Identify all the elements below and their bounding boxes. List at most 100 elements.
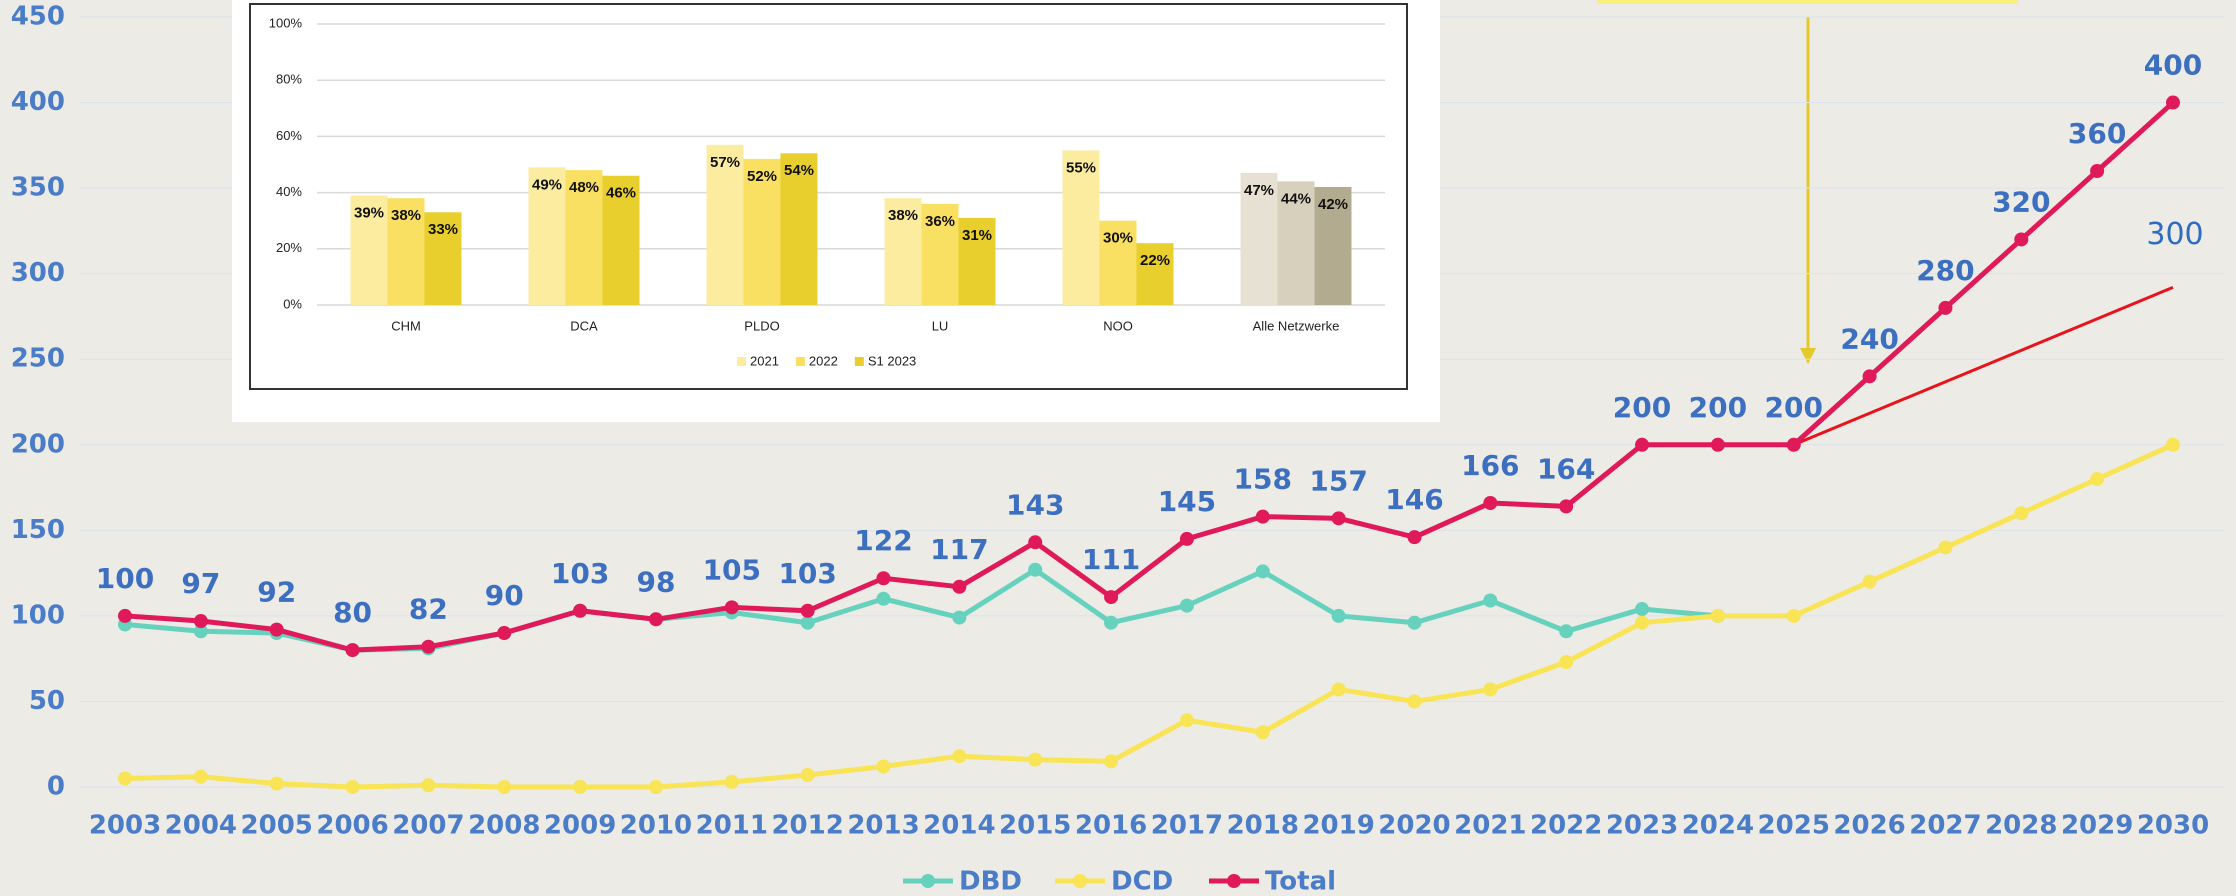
data-point xyxy=(1028,562,1043,577)
legend-swatch xyxy=(795,357,805,366)
y-tick-label: 150 xyxy=(11,515,65,545)
x-tick-label: 2015 xyxy=(999,811,1071,841)
x-tick-label: 2027 xyxy=(1909,811,1981,841)
data-point xyxy=(1483,682,1498,697)
data-point xyxy=(345,643,360,658)
data-point xyxy=(345,780,360,794)
data-label: 103 xyxy=(551,557,609,590)
data-point xyxy=(648,612,663,627)
data-label: 400 xyxy=(2144,49,2202,82)
legend-dot xyxy=(921,874,935,888)
data-point xyxy=(876,571,891,586)
data-point xyxy=(800,603,815,618)
data-label: 42% xyxy=(1318,196,1348,213)
data-label: 146 xyxy=(1385,483,1443,516)
data-point xyxy=(1862,574,1877,589)
data-point xyxy=(1635,437,1650,452)
data-point xyxy=(497,626,512,640)
data-point xyxy=(1255,509,1270,524)
x-tick-label: 2020 xyxy=(1378,811,1450,841)
data-point xyxy=(1104,615,1119,630)
data-label: 200 xyxy=(1613,391,1671,424)
data-point xyxy=(1710,437,1725,452)
y-tick-label: 40% xyxy=(276,184,302,199)
x-tick-label: 2023 xyxy=(1606,811,1678,841)
x-tick-label: 2028 xyxy=(1985,811,2057,841)
x-tick-label: 2013 xyxy=(847,811,919,841)
data-label: 166 xyxy=(1461,449,1519,482)
data-point xyxy=(573,780,588,794)
data-point xyxy=(1104,754,1119,769)
x-tick-label: 2025 xyxy=(1758,811,1830,841)
arrow-head xyxy=(1800,348,1816,364)
legend-label: Total xyxy=(1265,867,1336,896)
x-tick-label: 2018 xyxy=(1227,811,1299,841)
x-tick-label: 2012 xyxy=(771,811,843,841)
y-tick-label: 0% xyxy=(283,296,302,311)
data-point xyxy=(269,776,284,791)
data-point xyxy=(1635,615,1650,630)
data-point xyxy=(1862,369,1877,384)
data-point xyxy=(1331,608,1346,623)
data-point xyxy=(1331,511,1346,526)
data-point xyxy=(1483,593,1498,608)
data-label: 80 xyxy=(333,596,372,629)
x-tick-label: 2026 xyxy=(1833,811,1905,841)
data-label: 280 xyxy=(1916,254,1974,287)
x-tick-label: 2022 xyxy=(1530,811,1602,841)
data-point xyxy=(1104,590,1119,605)
bar xyxy=(602,175,640,305)
data-label: 200 xyxy=(1689,391,1747,424)
data-point xyxy=(573,603,588,618)
x-tick-label: 2019 xyxy=(1302,811,1374,841)
data-label: 200 xyxy=(1765,391,1823,424)
x-tick-label: PLDO xyxy=(744,318,779,333)
y-tick-label: 100 xyxy=(11,600,65,630)
x-tick-label: 2010 xyxy=(620,811,692,841)
data-label: 47% xyxy=(1244,182,1274,199)
trend-label: 300 xyxy=(2146,217,2203,252)
data-point xyxy=(118,608,132,623)
data-point xyxy=(1179,598,1194,613)
bar xyxy=(1099,220,1137,305)
data-point xyxy=(876,759,891,774)
x-tick-label: 2006 xyxy=(316,811,388,841)
data-label: 157 xyxy=(1309,464,1367,497)
data-label: 33% xyxy=(428,221,458,238)
data-label: 98 xyxy=(636,565,675,598)
x-tick-label: 2021 xyxy=(1454,811,1526,841)
data-point xyxy=(421,778,436,793)
series-line xyxy=(124,100,2175,653)
x-tick-label: LU xyxy=(932,318,949,333)
data-point xyxy=(1938,300,1953,315)
x-tick-label: 2003 xyxy=(89,811,161,841)
y-tick-label: 100% xyxy=(269,15,303,30)
x-tick-label: 2016 xyxy=(1075,811,1147,841)
x-tick-label: 2011 xyxy=(696,811,768,841)
data-label: 97 xyxy=(181,567,220,600)
x-tick-label: DCA xyxy=(570,318,598,333)
x-tick-label: 2009 xyxy=(544,811,616,841)
data-label: 44% xyxy=(1281,190,1311,207)
x-tick-label: NOO xyxy=(1103,318,1133,333)
x-tick-label: 2029 xyxy=(2061,811,2133,841)
bar xyxy=(958,217,996,305)
bar xyxy=(1240,172,1278,305)
data-label: 122 xyxy=(854,524,912,557)
bar xyxy=(706,144,744,305)
data-point xyxy=(1786,608,1801,623)
data-point xyxy=(1559,499,1574,514)
bar xyxy=(780,153,818,305)
inset-frame xyxy=(249,3,1408,390)
y-tick-label: 350 xyxy=(11,173,65,203)
y-tick-label: 400 xyxy=(11,87,65,117)
data-label: 48% xyxy=(569,179,599,196)
legend-dot xyxy=(1073,874,1087,888)
data-point xyxy=(193,624,208,639)
data-point xyxy=(269,622,284,637)
data-point xyxy=(1635,602,1650,617)
data-label: 55% xyxy=(1066,159,1096,176)
data-label: 46% xyxy=(606,185,636,202)
y-tick-label: 50 xyxy=(29,686,65,716)
legend-label: DCD xyxy=(1111,867,1173,896)
